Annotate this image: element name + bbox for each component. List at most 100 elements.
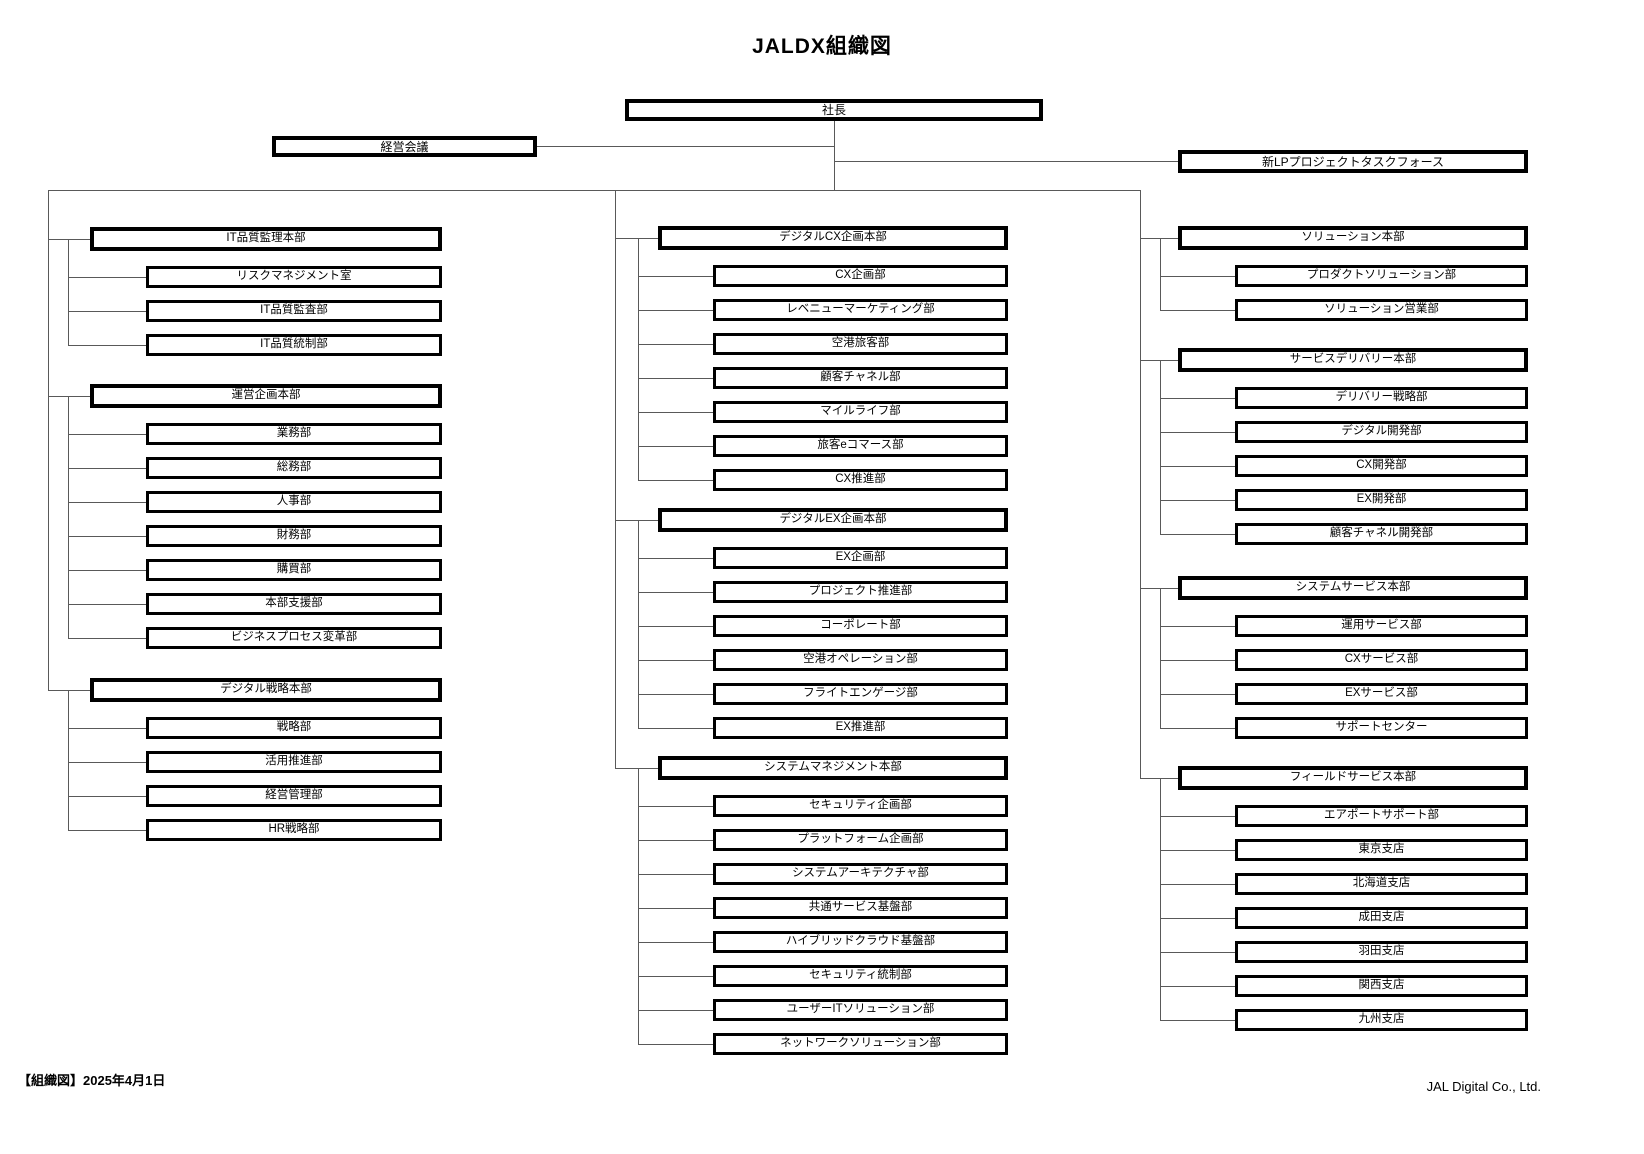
connector-line: [1160, 534, 1235, 535]
department-box: 東京支店: [1235, 839, 1528, 861]
department-box: セキュリティ統制部: [713, 965, 1008, 987]
department-box: IT品質統制部: [146, 334, 442, 356]
department-box: ネットワークソリューション部: [713, 1033, 1008, 1055]
column-spine-line: [1140, 190, 1141, 778]
connector-line: [638, 908, 713, 909]
taskforce-line: [834, 161, 1178, 162]
department-box: プロジェクト推進部: [713, 581, 1008, 603]
department-box: サポートセンター: [1235, 717, 1528, 739]
department-box: IT品質監査部: [146, 300, 442, 322]
department-box: 空港オペレーション部: [713, 649, 1008, 671]
department-box: プラットフォーム企画部: [713, 829, 1008, 851]
connector-line: [615, 520, 658, 521]
connector-line: [638, 276, 713, 277]
connector-line: [638, 558, 713, 559]
connector-line: [48, 239, 90, 240]
connector-line: [638, 942, 713, 943]
group-spine-line: [1160, 588, 1161, 728]
connector-line: [48, 690, 90, 691]
connector-line: [638, 728, 713, 729]
connector-line: [1160, 884, 1235, 885]
connector-line: [1160, 276, 1235, 277]
department-box: セキュリティ企画部: [713, 795, 1008, 817]
department-box: 関西支店: [1235, 975, 1528, 997]
management-meeting-box: 経営会議: [272, 136, 537, 157]
connector-line: [48, 396, 90, 397]
department-box: 運用サービス部: [1235, 615, 1528, 637]
column-spine-line: [615, 190, 616, 768]
division-box: システムサービス本部: [1178, 576, 1528, 600]
group-spine-line: [68, 396, 69, 638]
department-box: 成田支店: [1235, 907, 1528, 929]
group-spine-line: [68, 690, 69, 830]
department-box: 旅客eコマース部: [713, 435, 1008, 457]
connector-line: [638, 806, 713, 807]
connector-line: [638, 874, 713, 875]
department-box: CX推進部: [713, 469, 1008, 491]
department-box: ユーザーITソリューション部: [713, 999, 1008, 1021]
footer-company: JAL Digital Co., Ltd.: [1426, 1079, 1541, 1094]
division-box: IT品質監理本部: [90, 227, 442, 251]
connector-line: [1140, 360, 1178, 361]
connector-line: [1160, 694, 1235, 695]
division-box: フィールドサービス本部: [1178, 766, 1528, 790]
division-box: 運営企画本部: [90, 384, 442, 408]
page-title: JALDX組織図: [752, 35, 892, 58]
division-box: ソリューション本部: [1178, 226, 1528, 250]
connector-line: [68, 830, 146, 831]
department-box: 顧客チャネル部: [713, 367, 1008, 389]
connector-line: [638, 592, 713, 593]
department-box: 顧客チャネル開発部: [1235, 523, 1528, 545]
department-box: レベニューマーケティング部: [713, 299, 1008, 321]
group-spine-line: [1160, 778, 1161, 1020]
connector-line: [68, 468, 146, 469]
connector-line: [638, 694, 713, 695]
department-box: デリバリー戦略部: [1235, 387, 1528, 409]
department-box: エアポートサポート部: [1235, 805, 1528, 827]
connector-line: [638, 310, 713, 311]
column-spine-line: [48, 190, 49, 690]
connector-line: [68, 434, 146, 435]
department-box: EXサービス部: [1235, 683, 1528, 705]
department-box: CXサービス部: [1235, 649, 1528, 671]
group-spine-line: [638, 238, 639, 480]
department-box: 総務部: [146, 457, 442, 479]
connector-line: [68, 277, 146, 278]
department-box: 経営管理部: [146, 785, 442, 807]
department-box: 購買部: [146, 559, 442, 581]
connector-line: [1140, 778, 1178, 779]
taskforce-box: 新LPプロジェクトタスクフォース: [1178, 150, 1528, 173]
main-bus-line: [48, 190, 1140, 191]
connector-line: [615, 768, 658, 769]
department-box: 活用推進部: [146, 751, 442, 773]
connector-line: [68, 638, 146, 639]
department-box: EX開発部: [1235, 489, 1528, 511]
connector-line: [68, 728, 146, 729]
connector-line: [68, 311, 146, 312]
department-box: システムアーキテクチャ部: [713, 863, 1008, 885]
connector-line: [1160, 816, 1235, 817]
group-spine-line: [638, 768, 639, 1044]
department-box: ハイブリッドクラウド基盤部: [713, 931, 1008, 953]
connector-line: [68, 604, 146, 605]
connector-line: [638, 446, 713, 447]
department-box: コーポレート部: [713, 615, 1008, 637]
connector-line: [638, 626, 713, 627]
connector-line: [638, 976, 713, 977]
division-box: デジタル戦略本部: [90, 678, 442, 702]
department-box: 本部支援部: [146, 593, 442, 615]
connector-line: [638, 378, 713, 379]
connector-line: [638, 840, 713, 841]
connector-line: [638, 412, 713, 413]
department-box: 財務部: [146, 525, 442, 547]
president-drop-line: [834, 121, 835, 190]
connector-line: [68, 796, 146, 797]
department-box: 人事部: [146, 491, 442, 513]
department-box: 共通サービス基盤部: [713, 897, 1008, 919]
connector-line: [1160, 660, 1235, 661]
department-box: EX推進部: [713, 717, 1008, 739]
department-box: EX企画部: [713, 547, 1008, 569]
connector-line: [638, 660, 713, 661]
connector-line: [638, 1044, 713, 1045]
connector-line: [1160, 310, 1235, 311]
